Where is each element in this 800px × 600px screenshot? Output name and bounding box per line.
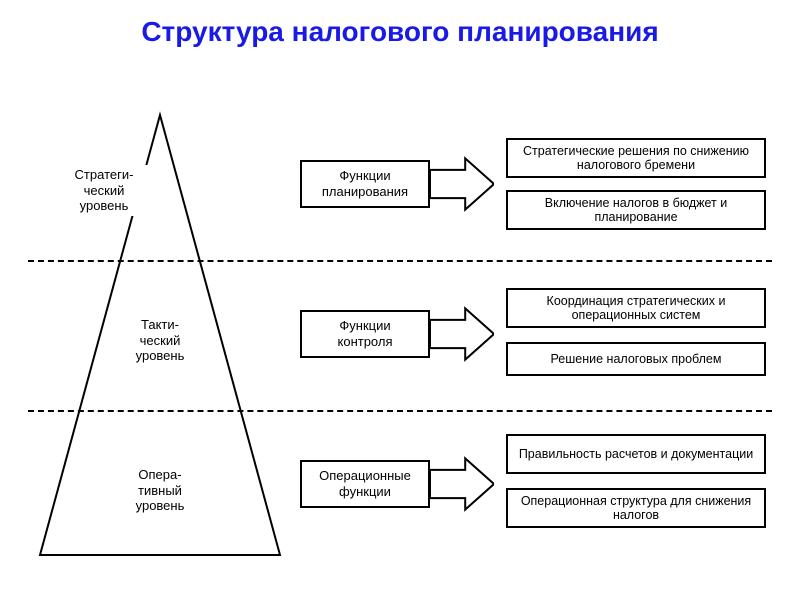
output-box: Стратегические решения по снижению налог… <box>506 138 766 178</box>
page-title: Структура налогового планирования <box>0 0 800 48</box>
diagram-area: Стратеги- ческий уровень Такти- ческий у… <box>0 110 800 580</box>
level-label-tactical: Такти- ческий уровень <box>114 315 206 366</box>
output-box: Включение налогов в бюджет и планировани… <box>506 190 766 230</box>
function-box-planning: Функции планирования <box>300 160 430 208</box>
level-label-strategic: Стратеги- ческий уровень <box>60 165 148 216</box>
arrow-icon <box>430 302 494 366</box>
arrow-icon <box>430 152 494 216</box>
output-box: Координация стратегических и операционны… <box>506 288 766 328</box>
output-box: Решение налоговых проблем <box>506 342 766 376</box>
level-label-operational: Опера- тивный уровень <box>104 465 216 516</box>
arrow-icon <box>430 452 494 516</box>
output-box: Правильность расчетов и документации <box>506 434 766 474</box>
function-box-control: Функции контроля <box>300 310 430 358</box>
function-box-operational: Операционные функции <box>300 460 430 508</box>
output-box: Операционная структура для снижения нало… <box>506 488 766 528</box>
